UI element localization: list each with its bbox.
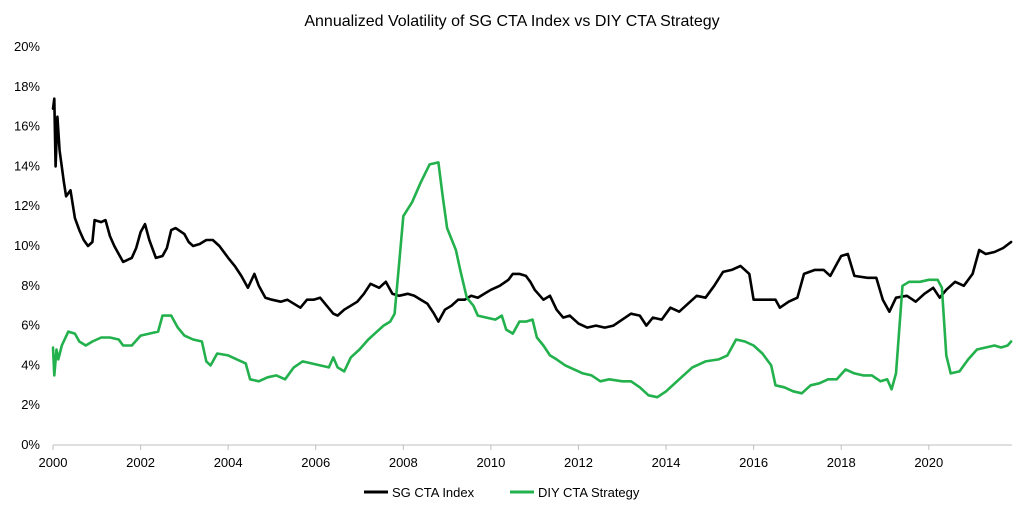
x-axis: 2000 2002 2004 2006 2008 2010 2012 2014 2016 2018…: [39, 444, 1012, 470]
x-tick-label: 2012: [564, 455, 593, 470]
x-tick-label: 2010: [476, 455, 505, 470]
y-tick-label: 12%: [14, 198, 40, 213]
y-tick-label: 20%: [14, 39, 40, 54]
x-tick-label: 2006: [301, 455, 330, 470]
series-line-sg-cta-index: [51, 97, 1013, 329]
x-tick-label: 2014: [652, 455, 681, 470]
x-tick-label: 2020: [914, 455, 943, 470]
y-axis: 0% 2% 4% 6% 8% 10% 12% 14% 16% 18% 20%: [14, 39, 40, 452]
legend-label: DIY CTA Strategy: [538, 485, 640, 500]
x-tick-label: 2002: [126, 455, 155, 470]
x-tick-label: 2008: [389, 455, 418, 470]
y-tick-label: 14%: [14, 158, 40, 173]
y-tick-label: 10%: [14, 238, 40, 253]
chart-title: Annualized Volatility of SG CTA Index vs…: [304, 13, 719, 30]
y-tick-label: 4%: [21, 357, 40, 372]
series-line-diy-cta-strategy: [51, 161, 1013, 399]
legend: SG CTA Index DIY CTA Strategy: [364, 485, 640, 500]
series-layer: [51, 97, 1013, 399]
y-tick-label: 16%: [14, 119, 40, 134]
x-tick-label: 2000: [39, 455, 68, 470]
x-tick-label: 2016: [739, 455, 768, 470]
x-tick-label: 2018: [827, 455, 856, 470]
legend-label: SG CTA Index: [392, 485, 475, 500]
y-tick-label: 18%: [14, 79, 40, 94]
y-tick-label: 6%: [21, 318, 40, 333]
y-tick-label: 0%: [21, 437, 40, 452]
y-tick-label: 2%: [21, 397, 40, 412]
x-tick-label: 2004: [214, 455, 243, 470]
y-tick-label: 8%: [21, 278, 40, 293]
